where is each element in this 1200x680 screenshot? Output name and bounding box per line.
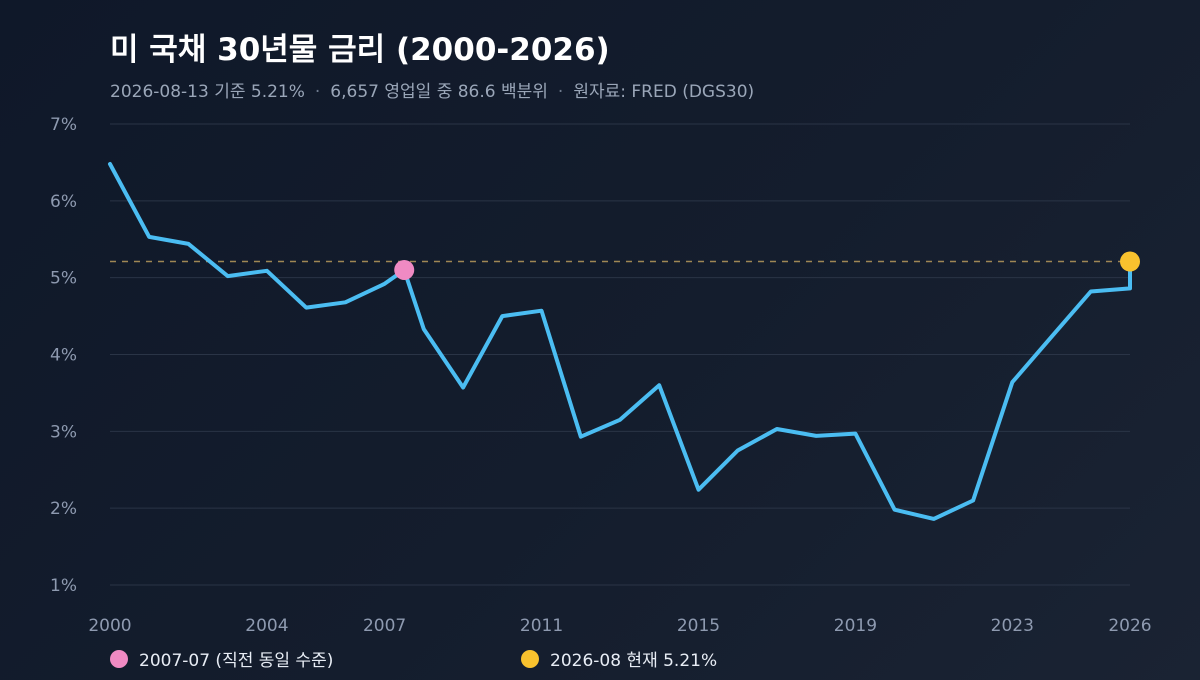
y-axis: 1% 2% 3% 4% 5% 6% 7% [50, 115, 77, 596]
y-tick-label: 3% [50, 422, 77, 442]
legend-label-past: 2007-07 (직전 동일 수준) [139, 651, 334, 671]
chart-subtitle: 2026-08-13 기준 5.21% · 6,657 영업일 중 86.6 백분위… [110, 77, 754, 102]
y-tick-label: 1% [50, 576, 77, 596]
y-tick-label: 6% [50, 192, 77, 212]
y-tick-label: 2% [50, 499, 77, 519]
x-tick-label: 2023 [991, 616, 1034, 636]
legend-marker-past-icon [110, 649, 128, 668]
subtitle-percentile: 6,657 영업일 중 86.6 백분위 [330, 82, 548, 102]
subtitle-source: 원자료: FRED (DGS30) [573, 82, 755, 102]
legend-marker-current-icon [521, 649, 539, 668]
x-tick-label: 2011 [520, 616, 563, 636]
x-tick-label: 2004 [245, 616, 288, 636]
subtitle-date-value: 2026-08-13 기준 5.21% [110, 82, 305, 102]
grid-layer [110, 123, 1130, 586]
x-tick-label: 2007 [363, 616, 406, 636]
legend-label-current: 2026-08 현재 5.21% [550, 651, 718, 671]
chart-title: 미 국채 30년물 금리 (2000-2026) [110, 32, 610, 68]
marker-past-point [394, 259, 415, 280]
legend-item-current: 2026-08 현재 5.21% [521, 646, 717, 671]
legend-item-past: 2007-07 (직전 동일 수준) [110, 646, 333, 671]
subtitle-separator: · [314, 82, 321, 102]
x-tick-label: 2019 [834, 616, 877, 636]
y-tick-label: 7% [50, 115, 77, 135]
x-axis: 2000 2004 2007 2011 2015 2019 2023 2026 [88, 616, 1151, 636]
x-tick-label: 2015 [677, 616, 720, 636]
marker-current-point [1120, 251, 1140, 272]
y-tick-label: 5% [50, 269, 77, 289]
series-layer [108, 162, 1132, 521]
subtitle-separator: · [557, 82, 564, 102]
marker-layer [394, 251, 1140, 280]
x-tick-label: 2000 [88, 616, 131, 636]
x-tick-label: 2026 [1108, 616, 1151, 636]
y-tick-label: 4% [50, 346, 77, 366]
series-line [108, 162, 1132, 521]
